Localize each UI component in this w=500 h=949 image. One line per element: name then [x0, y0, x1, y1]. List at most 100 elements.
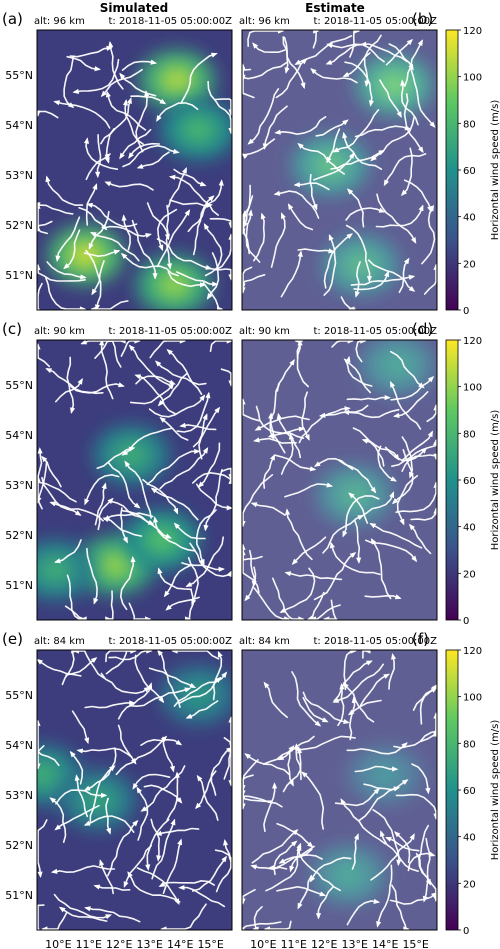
streamline: [297, 874, 313, 909]
streamline: [282, 36, 305, 88]
streamline-arrow: [91, 288, 97, 296]
streamline: [410, 68, 435, 128]
streamline-arrow: [300, 82, 306, 90]
streamline: [346, 357, 373, 387]
streamline-arrow: [418, 204, 424, 212]
streamline-arrow: [58, 906, 66, 913]
streamline: [291, 671, 321, 727]
colorbar-label: Horizontal wind speed (m/s): [490, 100, 500, 241]
streamline-arrow: [228, 233, 232, 240]
streamline-arrow: [270, 453, 276, 461]
streamline: [69, 47, 112, 58]
streamline: [131, 219, 156, 279]
lon-tick-label: 15°E: [197, 938, 223, 949]
streamline-arrow: [312, 203, 318, 211]
streamline-arrow: [132, 819, 139, 827]
streamline-arrow: [168, 174, 176, 180]
streamline-arrow: [199, 394, 206, 401]
streamline: [198, 407, 220, 460]
streamline-arrow: [297, 142, 304, 149]
streamline-arrow: [53, 100, 61, 106]
streamline-arrow: [313, 461, 321, 467]
streamline-arrow: [242, 785, 246, 792]
streamline: [156, 102, 199, 121]
streamline: [345, 224, 371, 282]
streamline: [198, 442, 221, 488]
streamline: [146, 818, 170, 870]
streamline-arrow: [284, 616, 291, 620]
lon-tick-label: 12°E: [311, 938, 337, 949]
lat-tick-label: 53°N: [5, 169, 33, 182]
streamline-arrow: [221, 671, 228, 679]
streamline-arrow: [307, 841, 314, 848]
streamline: [418, 824, 431, 885]
streamline-arrow: [72, 88, 80, 94]
streamline-arrow: [284, 67, 290, 74]
streamline: [157, 210, 190, 267]
colorbar-tick-label: 80: [463, 739, 476, 750]
streamline-arrow: [41, 455, 48, 463]
streamline: [136, 867, 180, 905]
streamline-arrow: [37, 871, 43, 878]
streamline: [254, 437, 297, 444]
streamline: [142, 478, 179, 514]
streamline-arrow: [400, 189, 408, 197]
streamline-arrow: [163, 590, 170, 598]
streamline: [403, 93, 424, 153]
lon-tick-label: 14°E: [167, 938, 193, 949]
streamline: [128, 142, 161, 159]
streamline: [159, 879, 215, 887]
streamline: [345, 207, 385, 221]
streamline-arrow: [289, 359, 295, 366]
streamline-arrow: [298, 616, 305, 620]
colorbar-tick-label: 80: [463, 119, 476, 130]
streamline-arrow: [328, 248, 335, 254]
streamline-arrow: [145, 864, 151, 871]
streamline: [100, 98, 132, 145]
streamline: [204, 469, 223, 531]
streamline: [423, 837, 431, 902]
streamline-arrow: [150, 59, 158, 65]
streamline-arrow: [158, 244, 164, 252]
streamline-arrow: [103, 515, 111, 521]
streamline: [124, 461, 152, 519]
streamline: [105, 181, 154, 191]
streamline: [196, 509, 217, 565]
streamline: [343, 133, 383, 170]
streamline: [363, 34, 382, 87]
streamline-arrow: [329, 541, 335, 549]
colorbar-tick-label: 0: [463, 306, 469, 317]
streamline-arrow: [396, 111, 402, 118]
streamline-arrow: [147, 519, 155, 525]
streamline-arrow: [263, 926, 271, 930]
streamline: [297, 248, 334, 253]
streamline-arrow: [332, 697, 340, 703]
streamline: [367, 259, 415, 292]
streamline-arrow: [242, 153, 248, 159]
streamline-arrow: [369, 522, 377, 529]
streamline-arrow: [342, 131, 348, 139]
streamline: [223, 737, 232, 786]
streamline: [192, 195, 214, 256]
streamline-arrow: [347, 709, 355, 716]
lat-tick-label: 51°N: [5, 579, 33, 592]
streamline: [283, 36, 289, 73]
streamline: [294, 735, 356, 751]
streamline: [55, 804, 100, 830]
streamline: [85, 138, 119, 170]
streamline-arrow: [301, 771, 308, 778]
streamline-arrow: [106, 45, 113, 51]
streamline-arrow: [202, 446, 209, 454]
streamline-arrow: [155, 360, 162, 367]
streamline: [253, 587, 290, 620]
streamline-arrow: [175, 739, 183, 746]
streamline: [69, 383, 124, 394]
streamline-arrow: [228, 380, 232, 387]
streamline-arrow: [84, 737, 90, 745]
streamline-arrow: [71, 650, 78, 654]
streamline-arrow: [165, 604, 172, 611]
streamline: [343, 683, 375, 723]
streamline: [384, 446, 427, 462]
lon-tick-label: 11°E: [281, 938, 307, 949]
streamline: [129, 345, 170, 386]
